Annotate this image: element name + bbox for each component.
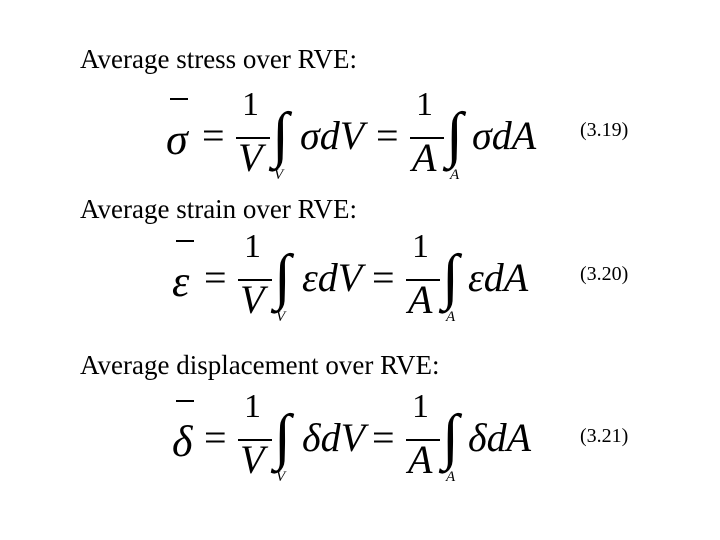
average-displacement-symbol: δ <box>172 417 193 466</box>
average-overbar <box>176 240 194 242</box>
area-integral-sign: ∫ <box>446 101 463 169</box>
volume-integral-sign: ∫ <box>274 243 291 311</box>
equation-number: (3.19) <box>580 119 629 141</box>
fraction-numerator: 1 <box>244 228 261 265</box>
area-integral-sign: ∫ <box>442 403 459 471</box>
fraction-numerator: 1 <box>244 388 261 425</box>
average-strain-symbol: ε <box>172 257 190 306</box>
strain-heading: Average strain over RVE: <box>80 194 357 224</box>
fraction-denominator-area: A <box>408 277 433 322</box>
fraction-numerator: 1 <box>416 86 433 123</box>
equals-sign: = <box>204 415 227 460</box>
area-integrand: εdA <box>468 255 529 300</box>
fraction-denominator-area: A <box>408 437 433 482</box>
equals-sign: = <box>202 113 225 158</box>
fraction-bar <box>238 279 272 281</box>
average-stress-symbol: σ <box>166 115 188 164</box>
equals-sign: = <box>204 255 227 300</box>
area-integral-sign: ∫ <box>442 243 459 311</box>
displacement-heading: Average displacement over RVE: <box>80 350 440 380</box>
equals-sign: = <box>372 415 395 460</box>
fraction-bar <box>406 279 440 281</box>
area-integrand: δdA <box>468 415 532 460</box>
fraction-bar <box>238 439 272 441</box>
volume-integral-limit: V <box>276 469 286 485</box>
fraction-numerator: 1 <box>412 388 429 425</box>
fraction-denominator-volume: V <box>238 135 263 180</box>
fraction-bar <box>236 137 270 139</box>
fraction-bar <box>406 439 440 441</box>
volume-integral-limit: V <box>274 167 284 183</box>
volume-integrand: δdV <box>302 415 366 460</box>
fraction-denominator-volume: V <box>240 437 265 482</box>
stress-heading: Average stress over RVE: <box>80 44 358 74</box>
area-integral-limit: A <box>446 309 456 325</box>
equation-number: (3.20) <box>580 263 629 285</box>
equals-sign: = <box>372 255 395 300</box>
strain-equation: ε = 1 V ∫ V εdV = 1 A ∫ A εdA <box>172 228 552 328</box>
volume-integral-sign: ∫ <box>272 101 289 169</box>
area-integral-limit: A <box>446 469 456 485</box>
stress-equation: σ = 1 V ∫ V σdV = 1 A ∫ A σdA <box>166 86 546 186</box>
volume-integral-sign: ∫ <box>274 403 291 471</box>
average-overbar <box>176 400 194 402</box>
average-overbar <box>170 98 188 100</box>
fraction-denominator-volume: V <box>240 277 265 322</box>
fraction-numerator: 1 <box>242 86 259 123</box>
fraction-numerator: 1 <box>412 228 429 265</box>
area-integral-limit: A <box>450 167 460 183</box>
area-integrand: σdA <box>472 113 537 158</box>
volume-integrand: εdV <box>302 255 363 300</box>
fraction-bar <box>410 137 444 139</box>
displacement-equation: δ = 1 V ∫ V δdV = 1 A ∫ A δdA <box>172 388 552 488</box>
equation-number: (3.21) <box>580 425 629 447</box>
volume-integral-limit: V <box>276 309 286 325</box>
volume-integrand: σdV <box>300 113 365 158</box>
fraction-denominator-area: A <box>412 135 437 180</box>
equals-sign: = <box>376 113 399 158</box>
